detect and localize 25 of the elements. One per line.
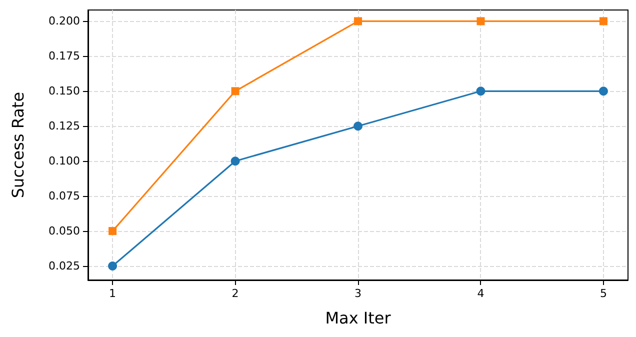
x-tick-label: 3 (354, 287, 362, 300)
y-tick-label: 0.050 (48, 224, 80, 238)
y-tick-label: 0.075 (48, 190, 80, 203)
point (108, 227, 117, 236)
point (599, 17, 608, 26)
point (476, 17, 485, 26)
y-tick-label: 0.025 (48, 260, 80, 273)
x-tick-label: 4 (477, 287, 484, 300)
x-tick-label: 2 (232, 287, 239, 300)
point (231, 87, 240, 96)
point (354, 122, 362, 131)
point (476, 86, 486, 96)
y-tick-label: 0.200 (48, 14, 80, 28)
y-tick-label: 0.150 (48, 84, 80, 98)
point (354, 17, 362, 26)
y-axis-title: Success Rate (8, 92, 28, 198)
y-tick-label: 0.125 (48, 120, 80, 133)
point (230, 156, 240, 166)
x-tick-label: 5 (600, 287, 607, 300)
x-axis-title: Max Iter (325, 308, 392, 328)
point (598, 86, 608, 96)
point (108, 262, 118, 271)
y-tick-label: 0.175 (48, 50, 80, 63)
y-tick-label: 0.100 (48, 154, 80, 168)
x-tick-label: 1 (109, 287, 116, 300)
